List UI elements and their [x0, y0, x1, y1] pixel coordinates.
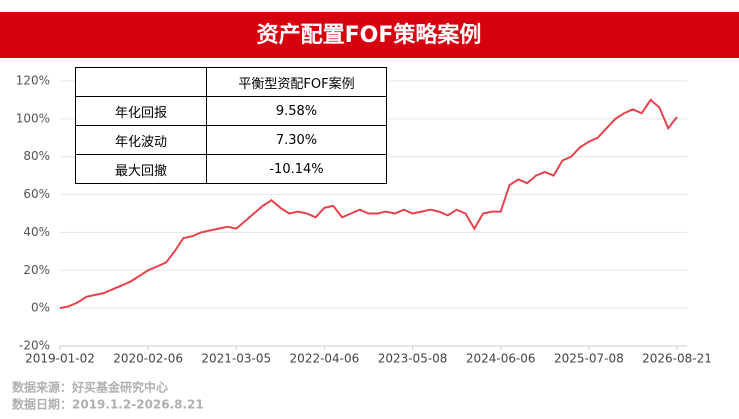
- table-row: 年化波动 7.30%: [75, 125, 387, 155]
- y-tick-label: 20%: [23, 263, 50, 277]
- table-header: 平衡型资配FOF案例: [206, 67, 387, 97]
- x-tick-label: 2020-02-06: [113, 352, 183, 366]
- source-note: 数据来源：好买基金研究中心: [12, 380, 168, 395]
- date-note: 数据日期：2019.1.2-2026.8.21: [12, 397, 204, 412]
- table-cell: -10.14%: [206, 154, 387, 184]
- y-tick-label: -20%: [19, 339, 50, 353]
- table-cell: 9.58%: [206, 96, 387, 126]
- chart-title: 资产配置FOF策略案例: [257, 22, 482, 48]
- table-cell: 年化回报: [75, 96, 207, 126]
- y-tick-label: 100%: [16, 111, 50, 125]
- title-banner: [0, 12, 739, 58]
- y-tick-label: 0%: [31, 301, 50, 315]
- y-tick-label: 40%: [23, 225, 50, 239]
- x-tick-label: 2025-07-08: [554, 352, 624, 366]
- table-cell: [75, 67, 207, 97]
- table-cell: 最大回撤: [75, 154, 207, 184]
- x-tick-label: 2024-06-06: [466, 352, 536, 366]
- line-series: [59, 98, 678, 310]
- table-row: 最大回撤 -10.14%: [75, 154, 387, 184]
- y-tick-label: 60%: [23, 187, 50, 201]
- x-tick-label: 2019-01-02: [25, 352, 95, 366]
- table-header-row: 平衡型资配FOF案例: [75, 67, 387, 97]
- table-row: 年化回报 9.58%: [75, 96, 387, 126]
- x-tick-label: 2026-08-21: [642, 352, 712, 366]
- x-tick-label: 2021-03-05: [201, 352, 271, 366]
- table-cell: 年化波动: [75, 125, 207, 155]
- y-tick-label: 120%: [16, 74, 50, 88]
- stats-table: 平衡型资配FOF案例 年化回报 9.58% 年化波动 7.30% 最大回撤 -10.1…: [75, 67, 387, 184]
- x-tick-label: 2023-05-08: [378, 352, 448, 366]
- table-cell: 7.30%: [206, 125, 387, 155]
- x-tick-label: 2022-04-06: [290, 352, 360, 366]
- y-tick-label: 80%: [23, 149, 50, 163]
